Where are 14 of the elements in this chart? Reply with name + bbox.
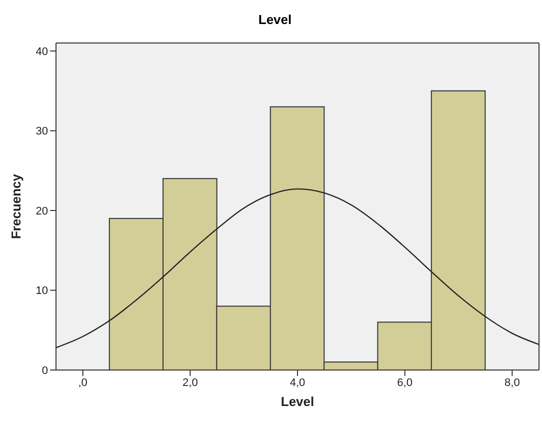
x-tick-label: 4,0 bbox=[290, 376, 306, 389]
x-axis-title: Level bbox=[280, 394, 314, 409]
line-series bbox=[56, 188, 539, 348]
x-tick-label: ,0 bbox=[78, 376, 88, 389]
y-tick-label: 40 bbox=[36, 46, 48, 58]
x-tick-label: 2,0 bbox=[182, 376, 198, 389]
y-tick-label: 10 bbox=[36, 285, 48, 298]
y-tick-label: 0 bbox=[42, 364, 48, 377]
chart-title: Level bbox=[257, 11, 293, 29]
y-tick-label: 20 bbox=[36, 205, 48, 218]
y-axis-title: Frecuency bbox=[8, 173, 24, 240]
x-tick-label: 8,0 bbox=[504, 376, 520, 389]
y-tick-label: 30 bbox=[36, 126, 48, 138]
x-tick-label: 6,0 bbox=[397, 376, 412, 389]
